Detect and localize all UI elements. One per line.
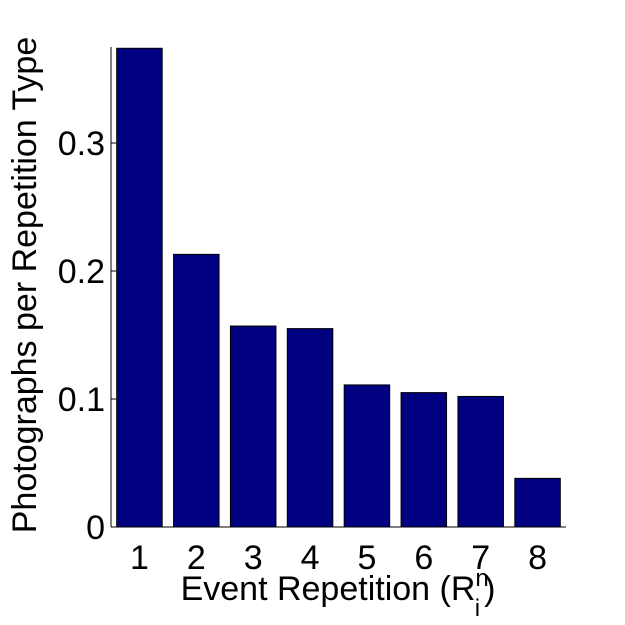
x-tick-label: 2 xyxy=(187,539,206,577)
x-axis-label-sub: i xyxy=(475,595,480,622)
x-axis-label-sup: n xyxy=(475,565,488,592)
y-tick-label: 0.1 xyxy=(58,381,105,419)
y-tick-label: 0.3 xyxy=(58,125,105,163)
x-axis-label-suffix: ) xyxy=(484,570,495,608)
bar xyxy=(286,328,334,528)
x-axis-label-text: Event Repetition (R xyxy=(181,570,476,608)
x-tick-label: 6 xyxy=(414,539,433,577)
x-tick-label: 8 xyxy=(528,539,547,577)
bar xyxy=(514,477,561,528)
bar xyxy=(173,253,220,528)
x-tick-label: 7 xyxy=(471,539,490,577)
bar xyxy=(343,384,391,528)
bar xyxy=(400,392,448,528)
x-tick-label: 3 xyxy=(244,539,263,577)
x-axis-label: Event Repetition (Rn i) xyxy=(181,565,496,622)
bar xyxy=(457,395,504,528)
y-axis-label: Photographs per Repetition Type xyxy=(6,37,44,534)
bar xyxy=(116,47,163,528)
y-tick-label: 0.2 xyxy=(58,253,105,291)
x-tick-label: 1 xyxy=(130,539,149,577)
x-tick-label: 4 xyxy=(301,539,320,577)
bar xyxy=(229,325,277,528)
y-tick-label: 0 xyxy=(86,509,105,547)
x-tick-label: 5 xyxy=(357,539,376,577)
